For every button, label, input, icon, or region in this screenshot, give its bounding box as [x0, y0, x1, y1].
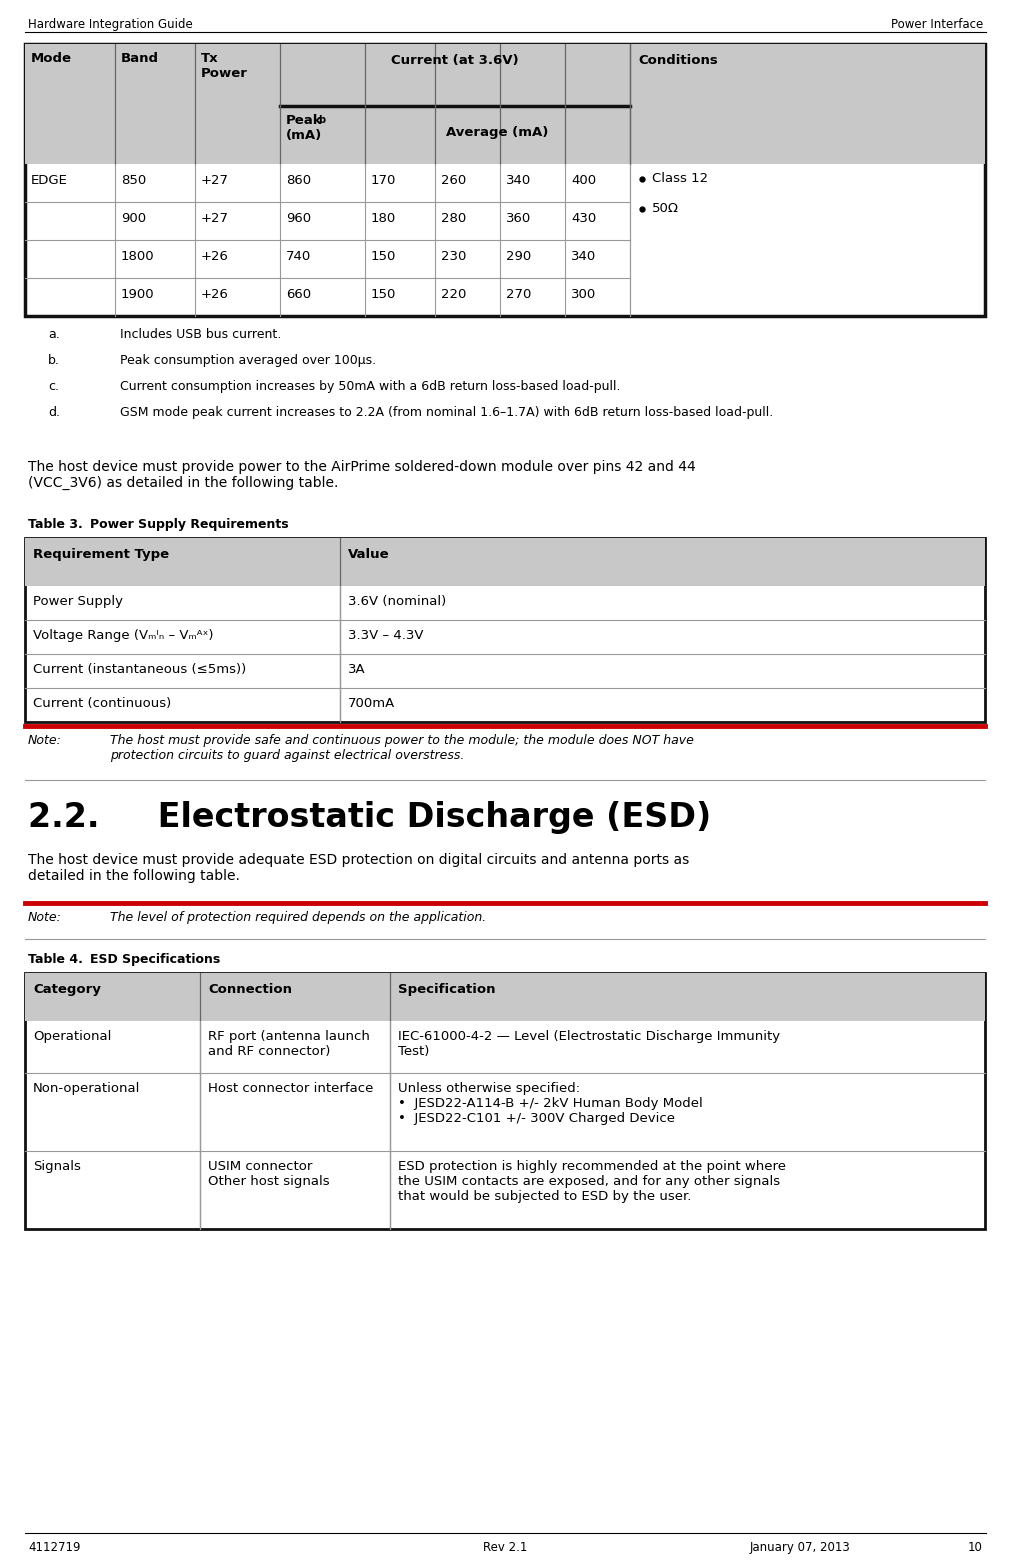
Text: ESD Specifications: ESD Specifications: [90, 953, 220, 966]
Text: Power Supply Requirements: Power Supply Requirements: [90, 518, 288, 530]
Text: Non-operational: Non-operational: [33, 1083, 141, 1095]
Text: +27: +27: [201, 175, 229, 187]
Text: Mode: Mode: [31, 51, 72, 66]
Text: The host must provide safe and continuous power to the module; the module does N: The host must provide safe and continuou…: [110, 735, 694, 761]
Text: 280: 280: [441, 212, 466, 225]
Text: Specification: Specification: [398, 983, 495, 995]
Text: Hardware Integration Guide: Hardware Integration Guide: [28, 19, 193, 31]
Text: Peak consumption averaged over 100μs.: Peak consumption averaged over 100μs.: [120, 354, 376, 367]
Text: Band: Band: [121, 51, 159, 66]
Text: d.: d.: [48, 406, 60, 420]
Text: USIM connector
Other host signals: USIM connector Other host signals: [208, 1161, 330, 1189]
Text: 340: 340: [506, 175, 531, 187]
Text: RF port (antenna launch
and RF connector): RF port (antenna launch and RF connector…: [208, 1030, 370, 1058]
Text: Unless otherwise specified:
•  JESD22-A114-B +/- 2kV Human Body Model
•  JESD22-: Unless otherwise specified: • JESD22-A11…: [398, 1083, 703, 1125]
Text: 850: 850: [121, 175, 147, 187]
Text: a.: a.: [48, 328, 60, 342]
Bar: [25, 538, 985, 587]
Text: b.: b.: [48, 354, 60, 367]
Text: 4112719: 4112719: [28, 1541, 81, 1554]
Text: Signals: Signals: [33, 1161, 81, 1173]
Text: Peak
(mA): Peak (mA): [286, 114, 323, 142]
Text: 3.3V – 4.3V: 3.3V – 4.3V: [348, 629, 424, 643]
Text: The host device must provide power to the AirPrime soldered-down module over pin: The host device must provide power to th…: [28, 460, 696, 490]
Text: 170: 170: [371, 175, 396, 187]
Text: ESD protection is highly recommended at the point where
the USIM contacts are ex: ESD protection is highly recommended at …: [398, 1161, 786, 1203]
Text: c.: c.: [48, 381, 59, 393]
Text: 220: 220: [441, 289, 466, 301]
Text: Power Interface: Power Interface: [891, 19, 983, 31]
Text: 290: 290: [506, 250, 531, 264]
Text: 2.2.     Electrostatic Discharge (ESD): 2.2. Electrostatic Discharge (ESD): [28, 800, 712, 835]
Text: Connection: Connection: [208, 983, 292, 995]
Text: 700mA: 700mA: [348, 697, 395, 710]
Text: 1900: 1900: [121, 289, 155, 301]
Text: +26: +26: [201, 289, 228, 301]
Bar: [25, 44, 985, 317]
Text: Conditions: Conditions: [638, 55, 718, 67]
Text: 960: 960: [286, 212, 311, 225]
Text: 3A: 3A: [348, 663, 366, 675]
Text: Tx
Power: Tx Power: [201, 51, 248, 80]
Text: +26: +26: [201, 250, 228, 264]
Text: 300: 300: [571, 289, 596, 301]
Text: 860: 860: [286, 175, 311, 187]
Text: Current (instantaneous (≤5ms)): Current (instantaneous (≤5ms)): [33, 663, 247, 675]
Text: Rev 2.1: Rev 2.1: [483, 1541, 527, 1554]
Text: Value: Value: [348, 548, 389, 562]
Bar: [25, 973, 985, 1229]
Text: 900: 900: [121, 212, 147, 225]
Text: Voltage Range (Vₘᴵₙ – Vₘᴬˣ): Voltage Range (Vₘᴵₙ – Vₘᴬˣ): [33, 629, 213, 643]
Text: Average (mA): Average (mA): [446, 126, 549, 139]
Text: 260: 260: [441, 175, 466, 187]
Bar: [25, 973, 985, 1020]
Text: b: b: [318, 115, 326, 125]
Bar: [25, 538, 985, 722]
Text: Operational: Operational: [33, 1030, 111, 1044]
Text: Requirement Type: Requirement Type: [33, 548, 169, 562]
Text: January 07, 2013: January 07, 2013: [750, 1541, 850, 1554]
Text: The host device must provide adequate ESD protection on digital circuits and ant: The host device must provide adequate ES…: [28, 853, 690, 883]
Text: Current consumption increases by 50mA with a 6dB return loss-based load-pull.: Current consumption increases by 50mA wi…: [120, 381, 621, 393]
Text: Host connector interface: Host connector interface: [208, 1083, 373, 1095]
Text: 660: 660: [286, 289, 311, 301]
Text: 1800: 1800: [121, 250, 155, 264]
Text: 150: 150: [371, 250, 396, 264]
Text: Includes USB bus current.: Includes USB bus current.: [120, 328, 281, 342]
Text: 340: 340: [571, 250, 596, 264]
Text: Power Supply: Power Supply: [33, 594, 123, 608]
Text: 270: 270: [506, 289, 532, 301]
Bar: [25, 44, 985, 164]
Text: 400: 400: [571, 175, 596, 187]
Text: 430: 430: [571, 212, 596, 225]
Text: 230: 230: [441, 250, 466, 264]
Text: 3.6V (nominal): 3.6V (nominal): [348, 594, 446, 608]
Text: 150: 150: [371, 289, 396, 301]
Text: GSM mode peak current increases to 2.2A (from nominal 1.6–1.7A) with 6dB return : GSM mode peak current increases to 2.2A …: [120, 406, 773, 420]
Text: Table 3.: Table 3.: [28, 518, 83, 530]
Text: Note:: Note:: [28, 911, 62, 924]
Text: IEC-61000-4-2 — Level (Electrostatic Discharge Immunity
Test): IEC-61000-4-2 — Level (Electrostatic Dis…: [398, 1030, 780, 1058]
Text: The level of protection required depends on the application.: The level of protection required depends…: [110, 911, 486, 924]
Text: Current (continuous): Current (continuous): [33, 697, 171, 710]
Text: 50Ω: 50Ω: [652, 201, 679, 215]
Text: Category: Category: [33, 983, 101, 995]
Text: Table 4.: Table 4.: [28, 953, 83, 966]
Text: +27: +27: [201, 212, 229, 225]
Text: Current (at 3.6V): Current (at 3.6V): [391, 55, 519, 67]
Text: Note:: Note:: [28, 735, 62, 747]
Text: 10: 10: [969, 1541, 983, 1554]
Text: 180: 180: [371, 212, 396, 225]
Text: EDGE: EDGE: [31, 175, 68, 187]
Text: 360: 360: [506, 212, 531, 225]
Text: Class 12: Class 12: [652, 172, 708, 186]
Text: 740: 740: [286, 250, 311, 264]
